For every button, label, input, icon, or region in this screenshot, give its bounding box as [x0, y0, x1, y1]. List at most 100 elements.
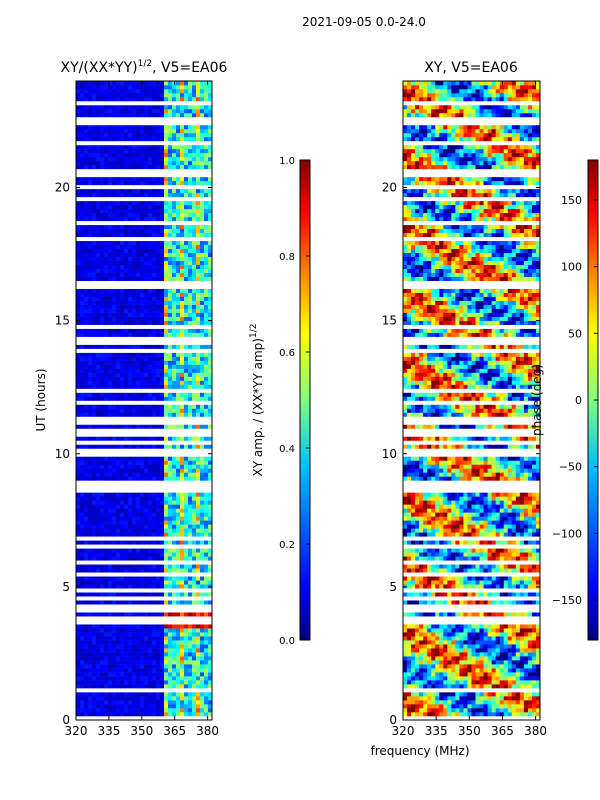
heatmap-cell — [180, 508, 185, 513]
heatmap-cell — [168, 316, 173, 321]
heatmap-cell — [180, 712, 185, 717]
heatmap-cell — [100, 128, 105, 134]
heatmap-cell — [192, 524, 197, 529]
heatmap-cell — [132, 664, 137, 669]
heatmap-cell — [128, 232, 133, 238]
heatmap-cell — [76, 144, 81, 150]
heatmap-cell — [88, 180, 93, 186]
colorbar-tick-label: 1.0 — [279, 156, 295, 167]
heatmap-cell — [196, 528, 201, 533]
heatmap-cell — [160, 200, 165, 206]
heatmap-cell — [499, 656, 505, 661]
heatmap-cell — [180, 644, 185, 649]
heatmap-cell — [204, 228, 209, 234]
heatmap-cell — [120, 144, 125, 150]
heatmap-cell — [188, 148, 193, 154]
heatmap-cell — [120, 204, 125, 210]
heatmap-cell — [479, 612, 484, 617]
heatmap-cell — [495, 600, 501, 605]
heatmap-cell — [96, 256, 101, 262]
heatmap-cell — [144, 228, 149, 234]
heatmap-cell — [104, 648, 109, 653]
heatmap-cell — [136, 112, 141, 118]
heatmap-cell — [148, 392, 153, 397]
heatmap-cell — [176, 408, 181, 413]
heatmap-cell — [152, 408, 157, 413]
heatmap-cell — [92, 532, 97, 537]
heatmap-cell — [144, 684, 149, 689]
heatmap-cell — [523, 624, 529, 629]
heatmap-cell — [136, 632, 141, 637]
heatmap-cell — [112, 464, 117, 469]
heatmap-cell — [144, 360, 149, 365]
heatmap-cell — [92, 684, 97, 689]
heatmap-cell — [144, 204, 149, 210]
heatmap-cell — [88, 328, 93, 333]
heatmap-cell — [88, 464, 93, 469]
heatmap-cell — [92, 692, 97, 697]
heatmap-cell — [116, 436, 121, 441]
heatmap-cell — [172, 640, 177, 645]
heatmap-cell — [188, 124, 193, 130]
heatmap-cell — [180, 628, 185, 633]
heatmap-cell — [108, 272, 113, 277]
heatmap-cell — [184, 592, 189, 597]
heatmap-cell — [84, 392, 89, 397]
heatmap-cell — [176, 96, 181, 102]
heatmap-cell — [180, 444, 185, 449]
heatmap-cell — [104, 664, 109, 669]
heatmap-cell — [451, 684, 456, 689]
heatmap-cell — [495, 648, 501, 653]
heatmap-cell — [140, 176, 145, 182]
heatmap-cell — [200, 476, 205, 481]
heatmap-cell — [76, 624, 81, 629]
heatmap-cell — [96, 680, 101, 685]
heatmap-cell — [407, 656, 412, 661]
heatmap-cell — [535, 712, 540, 717]
heatmap-cell — [88, 384, 93, 389]
heatmap-cell — [164, 192, 169, 198]
heatmap-cell — [188, 288, 193, 293]
heatmap-cell — [451, 624, 456, 629]
heatmap-cell — [104, 436, 109, 441]
heatmap-cell — [124, 648, 129, 653]
heatmap-cell — [164, 356, 169, 361]
heatmap-cell — [411, 684, 416, 689]
heatmap-cell — [208, 376, 212, 381]
heatmap-cell — [172, 528, 177, 533]
heatmap-cell — [144, 696, 149, 701]
heatmap-cell — [152, 81, 157, 86]
heatmap-cell — [192, 568, 197, 573]
heatmap-cell — [140, 304, 145, 309]
heatmap-cell — [92, 232, 97, 238]
heatmap-cell — [192, 316, 197, 321]
heatmap-cell — [140, 404, 145, 409]
heatmap-cell — [188, 704, 193, 709]
panel1-heatmap — [76, 81, 212, 720]
heatmap-cell — [471, 612, 476, 617]
heatmap-cell — [200, 156, 205, 162]
heatmap-cell — [491, 660, 497, 665]
heatmap-cell — [439, 708, 444, 713]
heatmap-cell — [128, 264, 133, 269]
heatmap-cell — [140, 528, 145, 533]
heatmap-cell — [463, 652, 468, 657]
heatmap-cell — [208, 112, 212, 118]
heatmap-cell — [132, 160, 137, 166]
heatmap-cell — [148, 404, 153, 409]
heatmap-cell — [415, 664, 420, 669]
heatmap-cell — [192, 532, 197, 537]
heatmap-cell — [519, 668, 525, 673]
heatmap-cell — [196, 468, 201, 473]
heatmap-cell — [527, 632, 533, 637]
heatmap-cell — [88, 160, 93, 166]
heatmap-cell — [128, 144, 133, 150]
heatmap-cell — [176, 244, 181, 250]
heatmap-cell — [112, 584, 117, 589]
heatmap-cell — [188, 464, 193, 469]
heatmap-cell — [507, 704, 513, 709]
heatmap-cell — [108, 636, 113, 641]
heatmap-cell — [184, 364, 189, 369]
heatmap-cell — [196, 500, 201, 505]
heatmap-cell — [527, 648, 533, 653]
